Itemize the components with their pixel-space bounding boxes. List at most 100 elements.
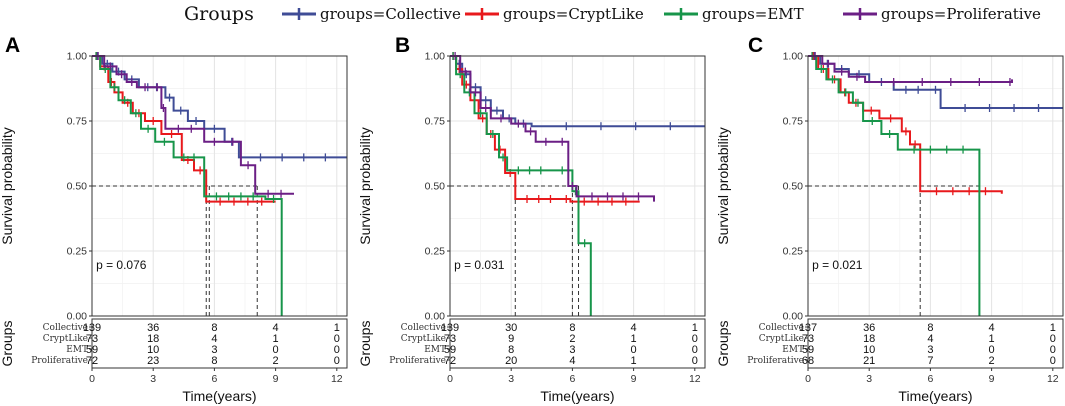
risk-count: 73 [86, 333, 98, 345]
legend-label: groups=CryptLike [503, 5, 644, 23]
risk-row-label: CryptLike [401, 334, 446, 344]
x-tick-label: 12 [689, 373, 701, 385]
x-tick-label: 9 [631, 373, 637, 385]
y-axis: 0.00 0.25 0.50 0.75 1.00 [425, 51, 450, 323]
panels: A 0.00 0.25 0.50 0.75 1.00 Survival probabilit… [0, 34, 1064, 404]
legend-label: groups=EMT [702, 5, 804, 23]
risk-count: 2 [569, 333, 575, 345]
risk-count: 4 [927, 333, 933, 345]
risk-count: 59 [86, 344, 98, 356]
risk-row-label: CryptLike [43, 334, 88, 344]
y-tick-label: 0.00 [67, 311, 88, 323]
median-lines [92, 185, 258, 316]
risk-count: 73 [802, 333, 814, 345]
risk-count: 23 [147, 355, 159, 367]
y-axis-title: Survival probability [715, 127, 731, 245]
p-value: p = 0.076 [96, 258, 147, 272]
y-tick-label: 1.00 [425, 51, 446, 63]
x-tick-label: 12 [1047, 373, 1059, 385]
y-tick-label: 0.50 [425, 181, 446, 193]
x-tick-label: 0 [89, 373, 95, 385]
risk-row-label: Collective [759, 323, 804, 333]
x-tick-label: 3 [150, 373, 156, 385]
risk-count: 3 [927, 344, 933, 356]
risk-count: 36 [147, 322, 159, 334]
risk-count: 2 [989, 355, 995, 367]
risk-count: 68 [802, 355, 814, 367]
risk-count: 0 [989, 344, 995, 356]
y-tick-label: 0.25 [67, 246, 88, 258]
risk-count: 0 [1050, 344, 1056, 356]
panel-label: B [395, 34, 410, 57]
risk-row-label: EMT [782, 345, 804, 355]
risk-count: 73 [444, 333, 456, 345]
risk-count: 2 [273, 355, 279, 367]
panel-label: C [748, 34, 763, 57]
legend-entry: groups=Collective [282, 5, 461, 23]
x-axis-title: Time(years) [540, 388, 614, 404]
km-curve-emt [92, 52, 283, 316]
risk-count: 20 [505, 355, 517, 367]
x-tick-label: 0 [447, 373, 453, 385]
risk-count: 8 [927, 322, 933, 334]
risk-count: 3 [569, 344, 575, 356]
risk-table-border [91, 318, 348, 369]
risk-table-border [807, 318, 1064, 369]
km-curve-line [808, 55, 1013, 83]
y-axis: 0.00 0.25 0.50 0.75 1.00 [67, 51, 92, 323]
risk-count: 0 [334, 333, 340, 345]
legend-label: groups=Collective [320, 5, 461, 23]
y-axis: 0.00 0.25 0.50 0.75 1.00 [783, 51, 808, 323]
risk-row-label: Collective [43, 323, 88, 333]
x-tick-label: 3 [866, 373, 872, 385]
risk-count: 4 [989, 322, 995, 334]
y-tick-label: 0.75 [783, 116, 804, 128]
y-tick-label: 0.00 [425, 311, 446, 323]
risk-count: 0 [1050, 355, 1056, 367]
risk-count: 10 [863, 344, 875, 356]
x-tick-label: 12 [331, 373, 343, 385]
x-axis: 0 3 6 9 12 [89, 368, 343, 385]
risk-count: 4 [273, 322, 279, 334]
x-tick-label: 6 [927, 373, 933, 385]
risk-count: 7 [927, 355, 933, 367]
risk-row-label: EMT [66, 345, 88, 355]
p-value: p = 0.031 [454, 258, 505, 272]
risk-count: 59 [802, 344, 814, 356]
risk-count: 21 [863, 355, 875, 367]
risk-count: 4 [211, 333, 217, 345]
legend-label: groups=Proliferative [881, 5, 1041, 23]
y-axis-title: Survival probability [357, 127, 373, 245]
km-panel-c: C 0.00 0.25 0.50 0.75 1.00 Survival probabilit… [715, 34, 1064, 404]
panel-label: A [5, 34, 20, 57]
x-axis-title: Time(years) [898, 388, 972, 404]
y-tick-label: 0.25 [783, 246, 804, 258]
km-curve-line [92, 55, 294, 195]
risk-count: 36 [863, 322, 875, 334]
risk-row-label: Proliferative [747, 356, 804, 366]
legend-entry: groups=EMT [664, 5, 804, 23]
risk-count: 1 [273, 333, 279, 345]
legend: Groups groups=Collective groups=CryptLike… [184, 3, 1041, 25]
risk-count: 4 [631, 322, 637, 334]
y-tick-label: 0.25 [425, 246, 446, 258]
y-tick-label: 0.75 [67, 116, 88, 128]
legend-entry: groups=Proliferative [843, 5, 1041, 23]
y-tick-label: 0.50 [783, 181, 804, 193]
risk-count: 18 [863, 333, 875, 345]
km-curve-proliferative [808, 52, 1013, 86]
risk-count: 8 [211, 355, 217, 367]
y-tick-label: 0.75 [425, 116, 446, 128]
